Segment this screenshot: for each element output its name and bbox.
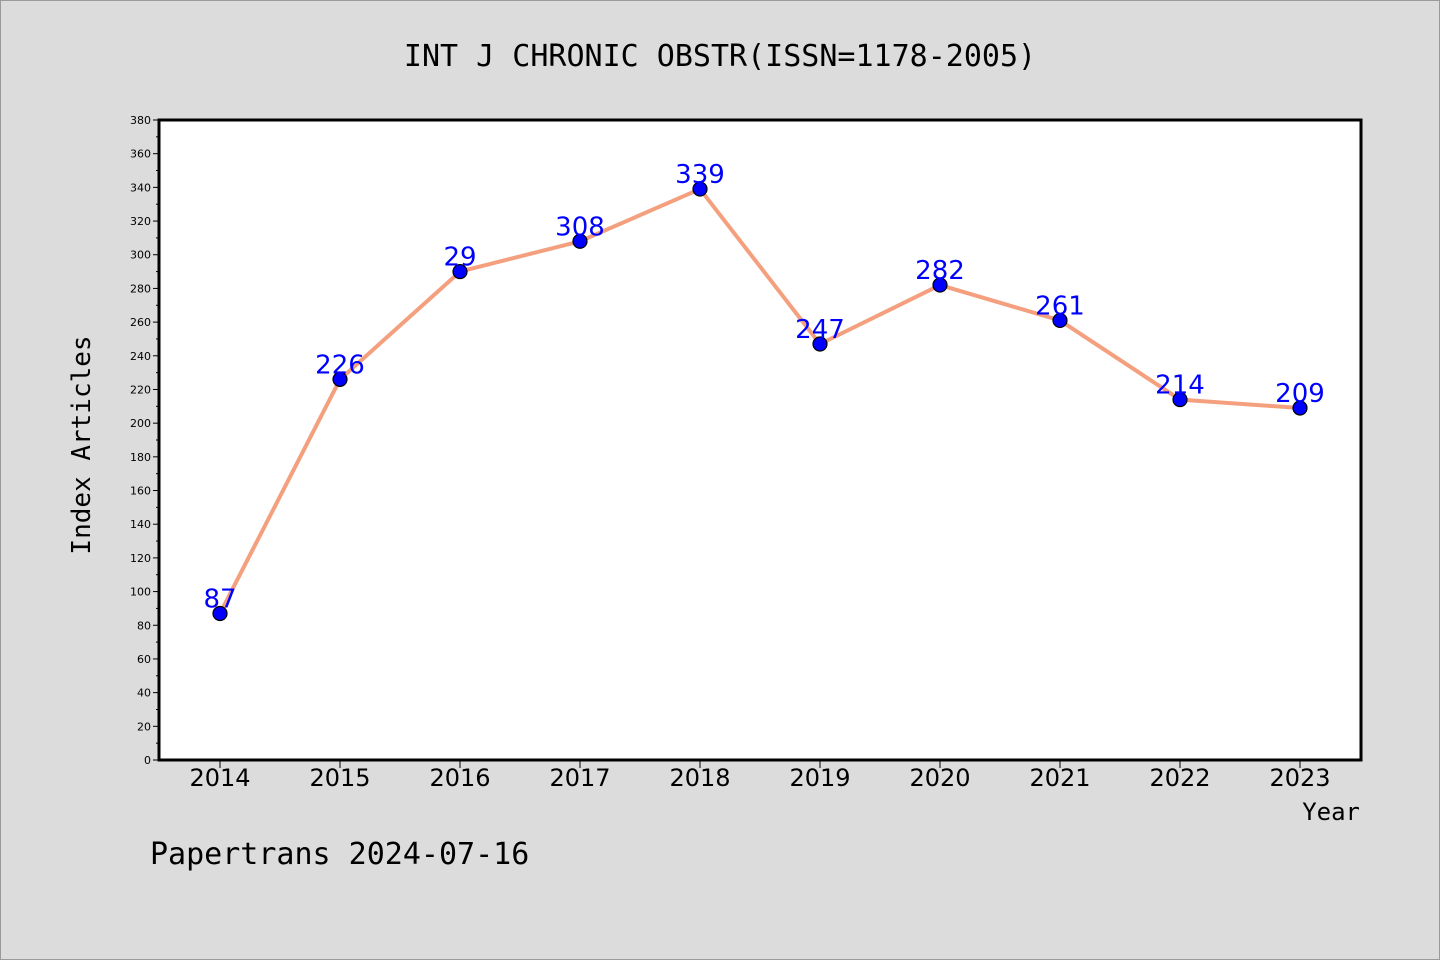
y-tick-label: 20 [137,720,151,733]
y-tick-label: 260 [130,316,151,329]
x-tick-label: 2016 [429,764,490,792]
x-tick-label: 2020 [909,764,970,792]
data-point [692,181,708,197]
data-label: 308 [555,212,605,242]
data-label: 226 [315,350,365,380]
y-tick-label: 340 [130,181,151,194]
data-label: 247 [795,315,845,345]
x-tick-label: 2019 [789,764,850,792]
y-tick-label: 80 [137,619,151,632]
data-point [1292,400,1308,416]
x-axis: 2014 2015 2016 2017 2018 2019 2020 2021 2022 2023 [189,760,1331,792]
y-tick-label: 360 [130,148,151,161]
y-tick-label: 100 [130,586,151,599]
data-label: 261 [1035,291,1085,321]
x-axis-label: Year [1302,798,1360,826]
data-point [1172,391,1188,408]
x-tick-label: 2014 [189,764,250,792]
y-tick-label: 320 [130,215,151,228]
data-point [1052,312,1068,329]
data-label: 87 [203,584,236,614]
x-tick-label: 2015 [309,764,370,792]
data-labels: 87 226 29 308 339 247 282 261 214 209 [203,160,1324,614]
series-markers [212,181,1308,622]
footer-watermark: Papertrans 2024-07-16 [150,837,529,872]
y-tick-label: 240 [130,350,151,363]
y-tick-label: 180 [130,451,151,464]
data-label: 282 [915,256,965,286]
y-tick-label: 200 [130,417,151,430]
y-tick-label: 280 [130,282,151,295]
y-tick-label: 120 [130,552,151,565]
series-line [218,187,1301,615]
chart-title: INT J CHRONIC OBSTR(ISSN=1178-2005) [404,39,1036,74]
data-point [212,605,228,622]
y-tick-label: 40 [137,687,151,700]
y-tick-label: 160 [130,485,151,498]
y-tick-label: 140 [130,518,151,531]
data-label: 29 [443,243,476,273]
data-point [932,277,948,293]
x-tick-label: 2021 [1029,764,1090,792]
y-tick-label: 220 [130,383,151,396]
data-label: 209 [1275,379,1325,409]
data-point [332,371,348,387]
y-axis-label: Index Articles [67,335,97,554]
data-point [452,263,468,280]
y-tick-label: 300 [130,249,151,262]
data-label: 339 [675,160,725,190]
x-tick-label: 2022 [1149,764,1210,792]
x-tick-label: 2023 [1269,764,1330,792]
y-tick-label: 380 [130,114,151,127]
y-tick-label: 0 [144,754,151,767]
y-tick-label: 60 [137,653,151,666]
series-polyline [218,187,1301,615]
plot-area [157,118,1363,762]
x-tick-label: 2018 [669,764,730,792]
data-label: 214 [1155,371,1205,401]
y-axis: 0 20 40 60 80 100 120 140 160 180 200 220 240 260 280 3… [130,114,159,767]
data-point [572,233,588,249]
data-point [812,336,828,352]
x-tick-label: 2017 [549,764,610,792]
